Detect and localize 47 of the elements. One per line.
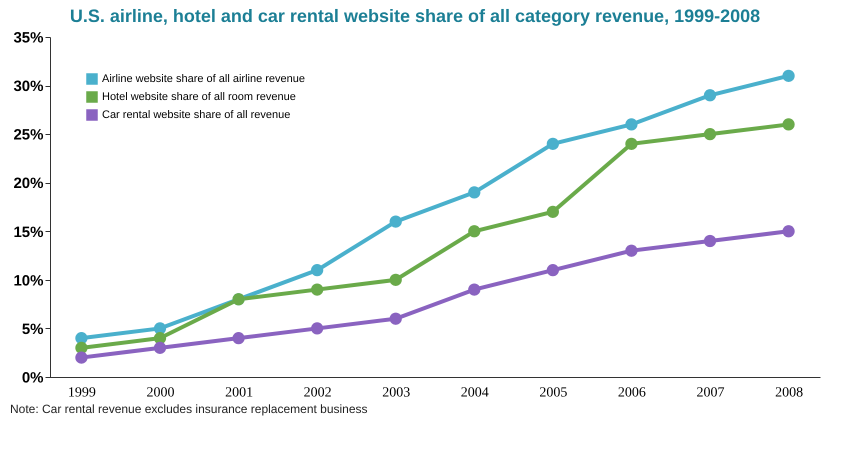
point: [390, 215, 402, 228]
y-tick-label: 35%: [13, 30, 44, 46]
point: [546, 138, 559, 150]
x-tick-label: 2008: [775, 386, 804, 400]
point: [546, 206, 559, 218]
chart-title: U.S. airline, hotel and car rental website share of all category revenue, 1999-2008: [70, 6, 760, 26]
y-tick-label: 10%: [13, 272, 44, 290]
point: [390, 274, 402, 286]
y-tick-label: 15%: [13, 224, 44, 241]
point: [311, 264, 324, 276]
point: [625, 138, 638, 150]
point: [154, 342, 166, 354]
x-tick-label: 2006: [618, 386, 646, 400]
point: [704, 234, 716, 248]
text: Note: Car rental revenue excludes insurance replacement business: [10, 402, 368, 416]
point: [468, 186, 480, 199]
x-tick-label: 2004: [460, 386, 489, 400]
point: [546, 264, 559, 276]
x-tick-label: 1999: [68, 386, 96, 400]
point: [625, 244, 638, 257]
x-tick-label: 2007: [696, 386, 724, 400]
point: [232, 332, 245, 344]
legend-label: Car rental website share of all revenue: [102, 109, 290, 121]
point: [704, 128, 716, 140]
point: [468, 225, 480, 238]
point: [625, 118, 638, 131]
point: [782, 118, 795, 131]
y-tick-label: 30%: [13, 78, 44, 96]
point: [782, 70, 795, 82]
point: [704, 89, 716, 102]
x-tick-label: 2003: [382, 386, 410, 400]
point: [782, 225, 795, 238]
y-tick-label: 5%: [22, 320, 44, 338]
y-tick-label: 25%: [13, 126, 44, 144]
point: [311, 283, 324, 296]
x-tick-label: 2000: [146, 386, 174, 400]
y-tick-label: 20%: [13, 175, 44, 192]
point: [75, 351, 88, 364]
legend-label: Hotel website share of all room revenue: [102, 91, 296, 103]
point: [468, 283, 480, 296]
point: [311, 322, 324, 335]
y-tick-label: 0%: [22, 370, 44, 386]
x-tick-label: 2001: [225, 386, 254, 400]
point: [390, 312, 402, 325]
legend-label: Airline website share of all airline revenue: [102, 73, 305, 85]
x-tick-label: 2005: [539, 386, 568, 400]
x-tick-label: 2002: [304, 386, 332, 400]
